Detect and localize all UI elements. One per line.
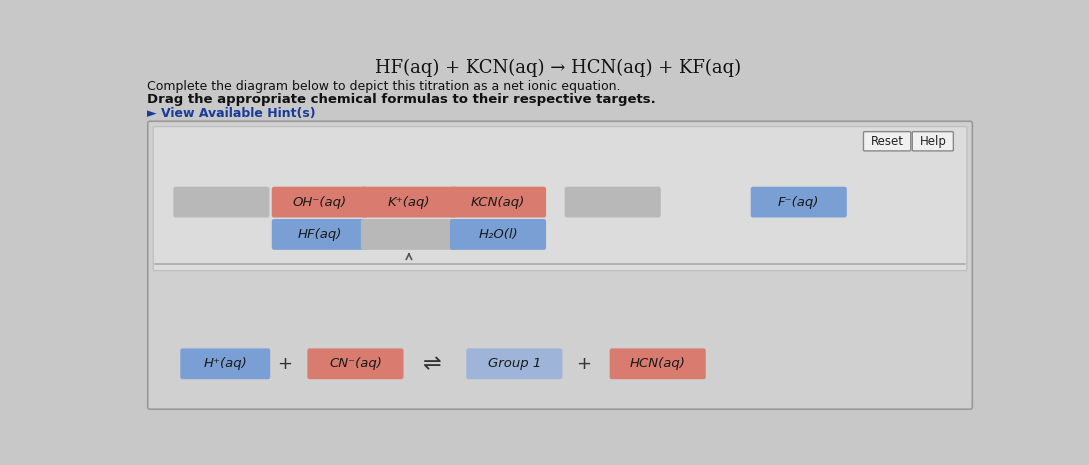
Text: +: + bbox=[576, 355, 591, 373]
Text: ⇌: ⇌ bbox=[423, 354, 441, 374]
FancyBboxPatch shape bbox=[360, 187, 457, 218]
FancyBboxPatch shape bbox=[181, 348, 270, 379]
FancyBboxPatch shape bbox=[864, 132, 910, 151]
FancyBboxPatch shape bbox=[272, 187, 368, 218]
FancyBboxPatch shape bbox=[154, 126, 967, 271]
Text: F⁻(aq): F⁻(aq) bbox=[778, 196, 819, 209]
Text: CN⁻(aq): CN⁻(aq) bbox=[329, 357, 382, 370]
Text: Complete the diagram below to depict this titration as a net ionic equation.: Complete the diagram below to depict thi… bbox=[147, 80, 621, 93]
Text: ► View Available Hint(s): ► View Available Hint(s) bbox=[147, 107, 316, 120]
Text: HF(aq): HF(aq) bbox=[297, 228, 342, 241]
FancyBboxPatch shape bbox=[360, 219, 457, 250]
FancyBboxPatch shape bbox=[913, 132, 953, 151]
Text: +: + bbox=[278, 355, 293, 373]
Text: Drag the appropriate chemical formulas to their respective targets.: Drag the appropriate chemical formulas t… bbox=[147, 93, 656, 106]
FancyBboxPatch shape bbox=[148, 121, 972, 409]
Text: H⁺(aq): H⁺(aq) bbox=[204, 357, 247, 370]
FancyBboxPatch shape bbox=[450, 219, 546, 250]
Text: KCN(aq): KCN(aq) bbox=[470, 196, 525, 209]
Text: HF(aq) + KCN(aq) → HCN(aq) + KF(aq): HF(aq) + KCN(aq) → HCN(aq) + KF(aq) bbox=[375, 59, 741, 77]
FancyBboxPatch shape bbox=[466, 348, 562, 379]
Text: Reset: Reset bbox=[870, 135, 904, 148]
FancyBboxPatch shape bbox=[307, 348, 404, 379]
Text: HCN(aq): HCN(aq) bbox=[629, 357, 686, 370]
Text: Help: Help bbox=[919, 135, 946, 148]
FancyBboxPatch shape bbox=[565, 187, 661, 218]
FancyBboxPatch shape bbox=[610, 348, 706, 379]
FancyBboxPatch shape bbox=[450, 187, 546, 218]
Text: Group 1: Group 1 bbox=[488, 357, 541, 370]
Text: H₂O(l): H₂O(l) bbox=[478, 228, 518, 241]
Text: OH⁻(aq): OH⁻(aq) bbox=[293, 196, 347, 209]
FancyBboxPatch shape bbox=[173, 187, 269, 218]
Text: K⁺(aq): K⁺(aq) bbox=[388, 196, 430, 209]
FancyBboxPatch shape bbox=[272, 219, 368, 250]
FancyBboxPatch shape bbox=[750, 187, 847, 218]
